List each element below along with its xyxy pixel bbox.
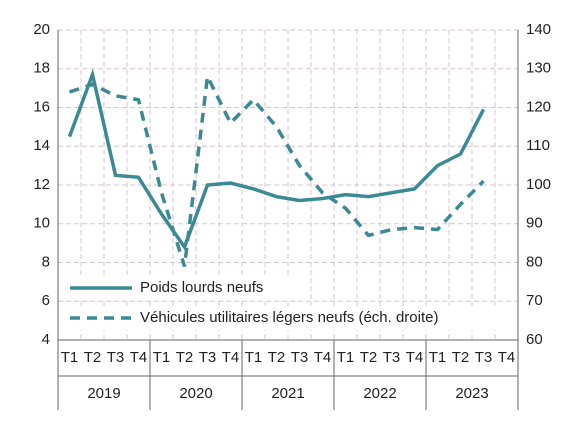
x-tick-label: T2	[176, 349, 194, 366]
x-tick-label: T1	[245, 349, 263, 366]
group-label: 2023	[455, 385, 488, 402]
x-tick-label: T4	[406, 349, 424, 366]
x-tick-label: T2	[452, 349, 470, 366]
x-tick-label: T4	[222, 349, 240, 366]
y2-tick-label: 110	[526, 137, 550, 154]
y2-tick-label: 140	[526, 21, 551, 38]
legend-label: Véhicules utilitaires légers neufs (éch.…	[140, 309, 438, 326]
y-tick-label: 18	[33, 60, 50, 77]
group-label: 2020	[179, 385, 212, 402]
group-label: 2019	[87, 385, 120, 402]
legend-bg	[64, 306, 504, 330]
x-tick-label: T3	[383, 349, 401, 366]
x-tick-label: T4	[498, 349, 516, 366]
x-tick-label: T3	[107, 349, 125, 366]
x-tick-label: T3	[199, 349, 217, 366]
y-tick-label: 6	[42, 292, 50, 309]
group-label: 2021	[271, 385, 304, 402]
legend-label: Poids lourds neufs	[140, 279, 263, 296]
y-tick-label: 10	[33, 215, 50, 232]
y-tick-label: 4	[42, 331, 50, 348]
y2-tick-label: 120	[526, 98, 551, 115]
y-tick-label: 8	[42, 253, 50, 270]
y2-tick-label: 70	[526, 292, 543, 309]
y2-tick-label: 60	[526, 331, 543, 348]
x-tick-label: T4	[314, 349, 332, 366]
y2-tick-label: 100	[526, 176, 551, 193]
x-tick-label: T3	[475, 349, 493, 366]
y-tick-label: 12	[33, 176, 50, 193]
x-tick-label: T2	[84, 349, 102, 366]
series-line	[68, 70, 485, 267]
x-tick-label: T2	[268, 349, 286, 366]
x-tick-label: T1	[153, 349, 171, 366]
y-tick-label: 16	[33, 98, 50, 115]
y-tick-label: 14	[33, 137, 50, 154]
x-tick-label: T1	[429, 349, 447, 366]
y2-tick-label: 80	[526, 253, 543, 270]
group-label: 2022	[363, 385, 396, 402]
x-tick-label: T1	[61, 349, 79, 366]
x-tick-label: T3	[291, 349, 309, 366]
x-tick-label: T2	[360, 349, 378, 366]
x-tick-label: T4	[130, 349, 148, 366]
y2-tick-label: 90	[526, 215, 543, 232]
series-line	[67, 68, 486, 251]
x-tick-label: T1	[337, 349, 355, 366]
y2-tick-label: 130	[526, 60, 551, 77]
y-tick-label: 20	[33, 21, 50, 38]
